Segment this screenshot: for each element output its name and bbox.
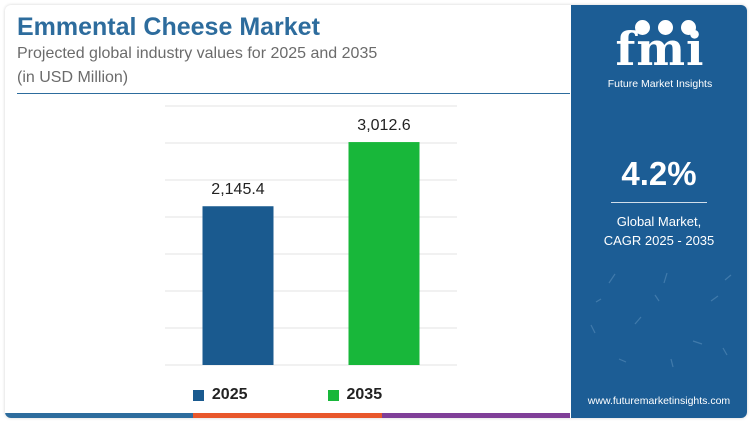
logo-mark: fmi — [615, 22, 705, 76]
chart-unit: (in USD Million) — [17, 69, 129, 86]
stripe-segment-purple — [381, 413, 570, 418]
logo-circle-icon — [635, 20, 650, 35]
logo-circle-icon — [658, 20, 673, 35]
bar-value-label-2035: 3,012.6 — [357, 117, 410, 134]
bar-chart: 2,145.4 3,012.6 — [165, 105, 457, 366]
bar-2035 — [348, 142, 420, 365]
legend-swatch-2025 — [192, 389, 204, 401]
cagr-label: Global Market, CAGR 2025 - 2035 — [571, 212, 747, 250]
chart-subtitle: Projected global industry values for 202… — [17, 45, 378, 62]
cagr-divider — [611, 202, 707, 203]
website-link[interactable]: www.futuremarketinsights.com — [587, 395, 731, 407]
logo-icon-row — [635, 20, 696, 35]
panel-texture-decoration — [590, 272, 732, 368]
chart-legend: 2025 2035 — [5, 386, 570, 404]
stripe-segment-orange — [193, 413, 382, 418]
header-divider — [17, 93, 570, 94]
legend-label-2025: 2025 — [211, 386, 248, 403]
legend-label-2035: 2035 — [346, 386, 383, 403]
legend-swatch-2035 — [327, 389, 339, 401]
logo-text: Future Market Insights — [607, 78, 713, 90]
fmi-logo: fmi Future Market Insights — [595, 18, 725, 96]
bar-value-label-2025: 2,145.4 — [211, 181, 264, 198]
cagr-panel: fmi Future Market Insights 4.2% Global M… — [571, 5, 747, 418]
legend-item-2025: 2025 — [192, 386, 248, 404]
cagr-label-line2: CAGR 2025 - 2035 — [603, 233, 715, 248]
legend-item-2035: 2035 — [327, 386, 383, 404]
infographic-card: Emmental Cheese Market Projected global … — [5, 5, 747, 418]
logo-circle-icon — [681, 20, 696, 35]
bar-2025 — [202, 206, 274, 365]
bottom-color-stripe — [5, 413, 570, 418]
cagr-value: 4.2% — [621, 155, 697, 192]
chart-title: Emmental Cheese Market — [17, 13, 320, 41]
stripe-segment-blue — [5, 413, 194, 418]
cagr-label-line1: Global Market, — [616, 214, 702, 229]
